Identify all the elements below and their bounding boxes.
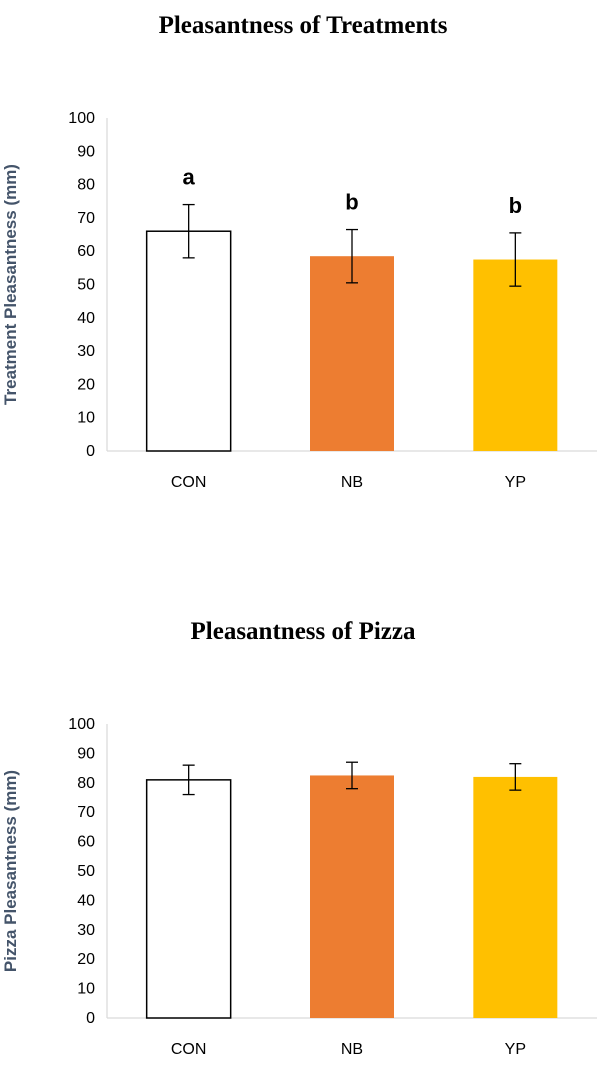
x-tick-label-nb: NB — [341, 1041, 363, 1058]
y-tick-label: 10 — [77, 410, 95, 427]
bar-yp — [473, 776, 558, 1018]
y-axis-label: Pizza Pleasantness (mm) — [1, 770, 20, 972]
y-tick-label: 50 — [77, 277, 95, 294]
y-axis-label: Treatment Pleasantness (mm) — [1, 164, 20, 405]
significance-label-yp: b — [509, 193, 522, 218]
y-tick-label: 10 — [77, 981, 95, 998]
x-tick-label-yp: YP — [505, 1041, 526, 1058]
chart-treatment-pleasantness: 0 10 20 30 40 50 60 70 80 90 100 Treatment Pleasant… — [1, 110, 597, 491]
bar-con — [145, 779, 232, 1019]
y-tick-label: 0 — [86, 1010, 95, 1027]
y-tick-label: 20 — [77, 376, 95, 393]
y-tick-label: 0 — [86, 443, 95, 460]
bar-con — [145, 230, 232, 452]
bar-yp — [473, 259, 558, 451]
x-tick-label-con: CON — [171, 1041, 207, 1058]
chart-pizza-pleasantness: 0 10 20 30 40 50 60 70 80 90 100 Pizza Pleasantness… — [1, 716, 597, 1058]
chart-title-pizza: Pleasantness of Pizza — [190, 618, 416, 645]
y-tick-label: 90 — [77, 745, 95, 762]
y-tick-label: 30 — [77, 343, 95, 360]
y-tick-label: 70 — [77, 210, 95, 227]
y-tick-label: 40 — [77, 310, 95, 327]
y-tick-label: 40 — [77, 892, 95, 909]
y-tick-label: 100 — [68, 716, 95, 733]
chart-title-treatments: Pleasantness of Treatments — [158, 12, 448, 39]
y-tick-label: 60 — [77, 834, 95, 851]
y-tick-label: 70 — [77, 804, 95, 821]
y-tick-label: 60 — [77, 243, 95, 260]
y-tick-label: 20 — [77, 951, 95, 968]
x-tick-label-yp: YP — [505, 474, 526, 491]
y-tick-label: 100 — [68, 110, 95, 127]
y-tick-label: 50 — [77, 863, 95, 880]
y-tick-label: 80 — [77, 775, 95, 792]
y-tick-label: 30 — [77, 922, 95, 939]
x-tick-label-con: CON — [171, 474, 207, 491]
bar-nb — [310, 256, 394, 451]
y-tick-label: 80 — [77, 177, 95, 194]
bar-nb — [310, 775, 394, 1018]
significance-label-nb: b — [345, 190, 358, 215]
x-tick-label-nb: NB — [341, 474, 363, 491]
y-tick-label: 90 — [77, 143, 95, 160]
significance-label-con: a — [183, 165, 196, 190]
